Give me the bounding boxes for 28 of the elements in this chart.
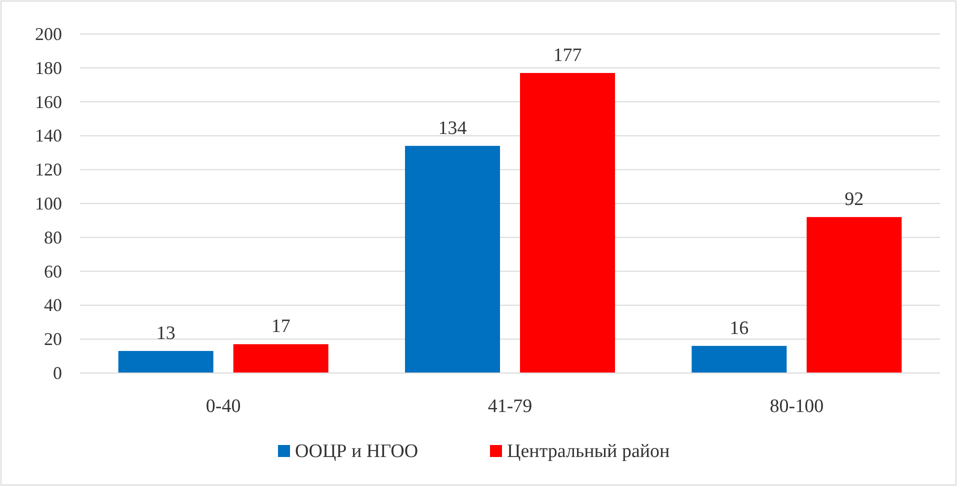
bar — [692, 346, 787, 373]
legend-label: Центральный район — [507, 441, 670, 462]
y-tick-label: 0 — [53, 363, 62, 383]
y-tick-label: 80 — [44, 227, 62, 248]
x-tick-label: 0-40 — [206, 396, 241, 417]
data-label: 17 — [271, 316, 290, 338]
y-tick-label: 160 — [35, 92, 62, 112]
y-tick-label: 60 — [44, 261, 62, 282]
bar — [405, 146, 500, 373]
x-tick-label: 41-79 — [488, 396, 532, 417]
x-tick-label: 80-100 — [770, 396, 824, 417]
legend-label: ООЦР и НГОО — [295, 441, 418, 462]
y-tick-label: 120 — [35, 160, 62, 180]
data-label: 92 — [844, 189, 864, 210]
y-tick-label: 200 — [35, 24, 62, 44]
data-label: 134 — [438, 118, 468, 139]
y-tick-label: 40 — [44, 295, 62, 316]
data-label: 13 — [156, 322, 176, 344]
y-tick-label: 140 — [35, 126, 62, 146]
y-tick-label: 20 — [44, 329, 62, 350]
y-tick-label: 100 — [35, 194, 62, 214]
bar — [520, 72, 615, 373]
bar — [233, 344, 328, 373]
bar — [118, 350, 214, 373]
data-label: 16 — [730, 318, 749, 339]
data-label: 177 — [553, 44, 582, 66]
y-tick-label: 180 — [35, 58, 62, 78]
bar — [806, 217, 902, 373]
